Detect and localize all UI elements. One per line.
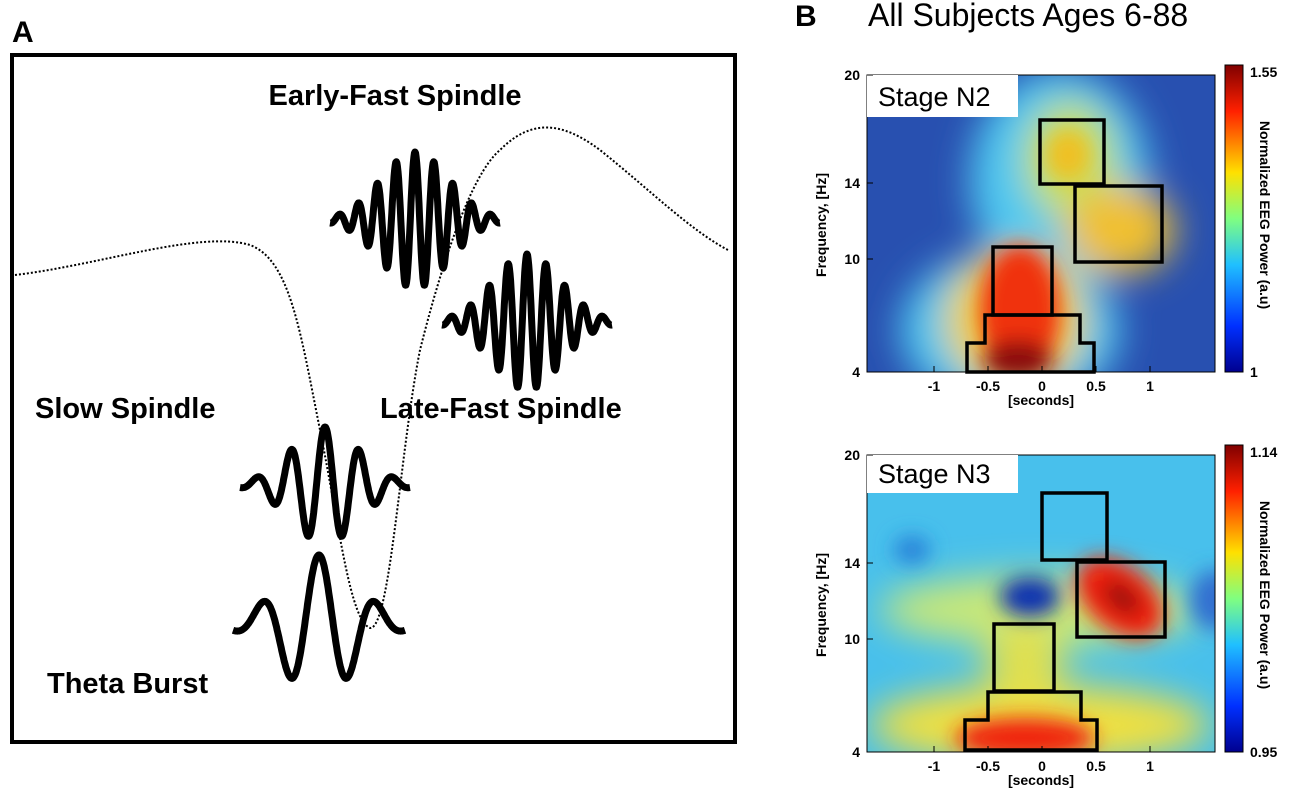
y-tick-label: 4 — [852, 364, 860, 380]
annotation: Early-Fast Spindle — [268, 80, 521, 112]
y-tick-label: 4 — [852, 744, 860, 760]
x-tick-label: -1 — [928, 758, 941, 774]
panel-title: All Subjects Ages 6-88 — [868, 0, 1188, 33]
stage-label-bg — [867, 455, 1018, 493]
x-tick-label: -0.5 — [976, 758, 1000, 774]
stage-label-bg — [867, 75, 1018, 117]
y-tick-label: 14 — [844, 555, 860, 571]
panel-label: A — [12, 16, 34, 49]
y-tick-label: 20 — [844, 447, 860, 463]
colorbar-min: 0.95 — [1250, 744, 1277, 760]
roi-boxes — [963, 491, 1167, 752]
x-tick-label: 0.5 — [1086, 378, 1106, 394]
x-axis-label: [seconds] — [1008, 392, 1074, 408]
wave — [230, 551, 408, 682]
x-tick-label: 1 — [1146, 758, 1154, 774]
y-axis-label: Frequency, [Hz] — [813, 553, 829, 657]
y-axis-label: Frequency, [Hz] — [813, 173, 829, 277]
x-axis-label: [seconds] — [1008, 772, 1074, 788]
x-tick-label: 1 — [1146, 378, 1154, 394]
slow-oscillation — [14, 126, 729, 630]
colorbar-max: 1.14 — [1250, 444, 1277, 460]
y-tick-label: 20 — [844, 67, 860, 83]
x-tick-label: 0.5 — [1086, 758, 1106, 774]
colorbar-label: Normalized EEG Power (a.u) — [1257, 121, 1273, 309]
plot-frame — [866, 454, 1216, 753]
colorbar-min: 1 — [1250, 364, 1258, 380]
x-tick-label: -0.5 — [976, 378, 1000, 394]
panel-frame — [10, 53, 737, 744]
x-tick-label: -1 — [928, 378, 941, 394]
colorbar — [1224, 64, 1244, 373]
stage-label: Stage N3 — [878, 459, 991, 489]
heatmap — [867, 455, 1215, 752]
y-tick-label: 10 — [844, 251, 860, 267]
colorbar-max: 1.55 — [1250, 64, 1277, 80]
wave — [237, 423, 413, 540]
wave — [439, 250, 615, 391]
x-tick-label: 0 — [1038, 758, 1046, 774]
y-tick-label: 14 — [844, 175, 860, 191]
annotation: Slow Spindle — [35, 393, 215, 425]
stage-label: Stage N2 — [878, 82, 991, 112]
colorbar-label: Normalized EEG Power (a.u) — [1257, 501, 1273, 689]
x-tick-label: 0 — [1038, 378, 1046, 394]
colorbar — [1224, 444, 1244, 753]
annotation: Late-Fast Spindle — [380, 393, 622, 425]
panel-label: B — [795, 0, 817, 33]
waves — [230, 148, 615, 682]
annotation: Theta Burst — [47, 668, 208, 700]
roi-boxes — [965, 118, 1164, 374]
y-tick-label: 10 — [844, 631, 860, 647]
wave — [327, 148, 503, 289]
